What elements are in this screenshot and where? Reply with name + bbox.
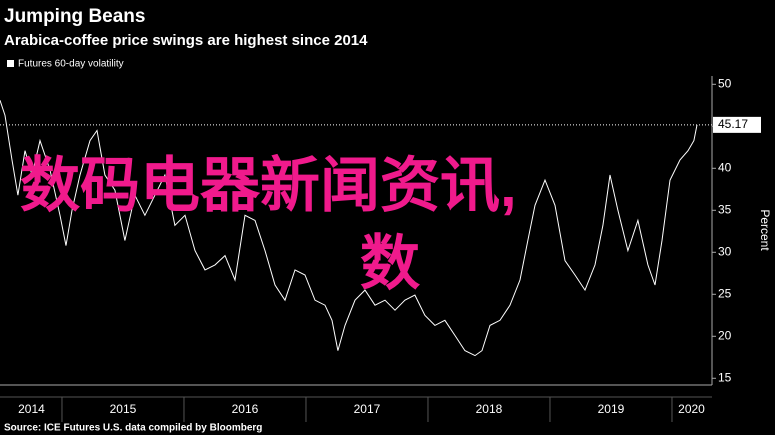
y-tick-label: 35 [718, 202, 732, 216]
y-tick-label: 40 [718, 160, 732, 174]
source: Source: ICE Futures U.S. data compiled b… [4, 423, 262, 434]
chart-subtitle: Arabica-coffee price swings are highest … [4, 32, 368, 49]
x-tick-label: 2015 [110, 402, 137, 416]
legend-label: Futures 60-day volatility [18, 59, 124, 70]
chart-title: Jumping Beans [4, 6, 145, 27]
y-tick-label: 50 [718, 76, 732, 90]
y-tick-label: 20 [718, 328, 732, 342]
last-value-label: 45.17 [718, 117, 748, 131]
legend-swatch [7, 60, 14, 67]
y-tick-label: 25 [718, 286, 732, 300]
x-tick-label: 2019 [598, 402, 625, 416]
x-tick-label: 2017 [354, 402, 381, 416]
x-tick-label: 2018 [476, 402, 503, 416]
last-value-box [713, 116, 761, 133]
y-tick-label: 15 [718, 370, 732, 384]
overlay-text: 数码电器新闻资讯, [20, 152, 517, 219]
overlay-text: 数 [360, 230, 420, 297]
x-tick-label: 2014 [18, 402, 45, 416]
x-tick-label: 2016 [232, 402, 259, 416]
x-tick-label: 2020 [678, 402, 705, 416]
y-tick-label: 30 [718, 244, 732, 258]
series-line [0, 100, 698, 357]
y-axis-label: Percent [758, 209, 772, 251]
